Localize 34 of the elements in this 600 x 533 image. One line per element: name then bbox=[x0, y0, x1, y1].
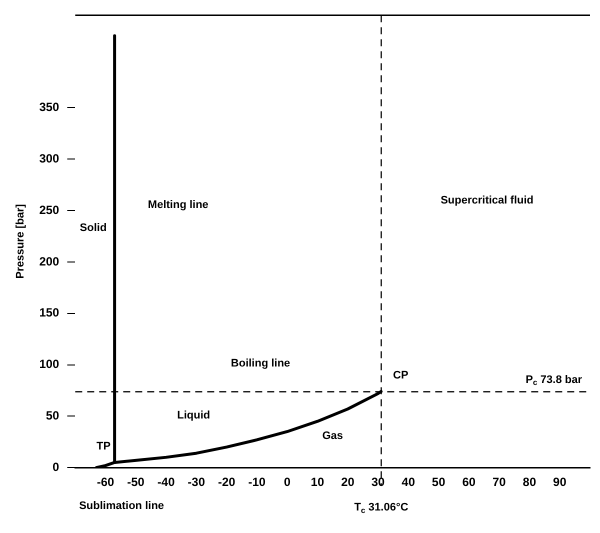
x-tick-label: 20 bbox=[341, 475, 355, 490]
annotation: Solid bbox=[80, 222, 107, 234]
x-tick-label: -60 bbox=[96, 475, 114, 490]
annotation: Supercritical fluid bbox=[440, 194, 534, 207]
x-tick-label: 30 bbox=[371, 475, 386, 490]
y-tick-label: 50 bbox=[46, 408, 60, 423]
x-tick-label: 80 bbox=[522, 475, 536, 490]
y-tick-label: 150 bbox=[39, 306, 60, 320]
y-tick-label: 300 bbox=[39, 151, 60, 166]
y-tick-label: 100 bbox=[39, 357, 60, 372]
annotation: Liquid bbox=[177, 410, 210, 422]
y-axis-title: Pressure [bar] bbox=[14, 204, 27, 279]
x-tick-label: -50 bbox=[127, 475, 145, 490]
text: Sublimation line bbox=[79, 500, 164, 512]
y-tick-label: 350 bbox=[39, 100, 60, 114]
y-tick-label: 200 bbox=[39, 254, 60, 268]
annotation: Gas bbox=[322, 430, 344, 442]
x-tick-label: 40 bbox=[402, 475, 416, 490]
x-tick-label: -20 bbox=[218, 475, 236, 490]
x-tick-label: 10 bbox=[310, 475, 324, 490]
x-tick-label: 90 bbox=[553, 475, 567, 490]
y-tick-label: 250 bbox=[39, 202, 60, 217]
x-tick-label: -10 bbox=[248, 475, 266, 490]
x-tick-label: 60 bbox=[462, 475, 476, 490]
x-tick-label: -30 bbox=[188, 475, 206, 490]
y-tick-label: 0 bbox=[52, 460, 60, 474]
x-tick-label: 50 bbox=[432, 475, 446, 490]
x-tick-label: 70 bbox=[492, 475, 506, 490]
annotation: Boiling line bbox=[230, 358, 290, 370]
annotation: CP bbox=[393, 370, 408, 382]
x-tick-label: 0 bbox=[284, 475, 291, 490]
x-tick-label: -40 bbox=[157, 475, 176, 490]
annotation: TP bbox=[96, 440, 111, 452]
annotation: Melting line bbox=[148, 199, 208, 212]
